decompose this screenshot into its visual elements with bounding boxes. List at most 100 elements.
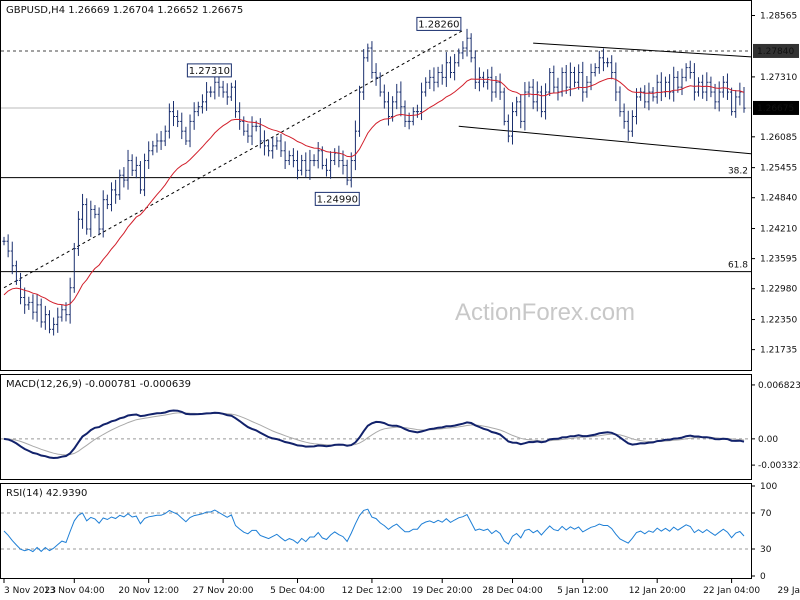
rsi-label: RSI(14) 42.9390 [6,488,87,499]
price-bar-2 [10,241,14,275]
price-bar-44 [184,126,188,145]
price-bar-41 [171,100,176,127]
price-bar-133 [552,65,556,94]
price-bar-69 [287,150,291,166]
price-bar-113 [469,33,473,63]
price-bar-22 [93,205,97,219]
price-bar-74 [308,149,312,180]
macd-tick-label-1: 0.00 [758,435,778,445]
macd-line [3,409,745,460]
price-bar-28 [118,169,122,200]
price-bar-5 [23,287,27,314]
price-bar-126 [523,82,527,131]
price-bar-36 [151,140,155,156]
uptrend-line [3,29,464,289]
price-bar-38 [159,130,163,150]
price-bar-173 [717,81,721,112]
price-bar-39 [163,125,167,147]
price-bar-79 [328,151,333,179]
channel-lower-line [458,125,752,155]
fib-level-label-1: 61.8 [728,261,748,271]
x-tick-label-6: 19 Dec 20:00 [412,586,473,596]
price-bar-3 [14,260,19,285]
price-bar-83 [345,159,349,186]
price-bar-143 [593,63,597,77]
price-bar-137 [568,62,572,97]
price-bar-96 [399,81,403,117]
price-bar-144 [597,50,601,74]
price-bar-91 [378,72,382,97]
price-bar-165 [684,63,688,82]
price-bar-153 [634,88,639,125]
price-bar-105 [436,66,440,88]
price-bar-17 [72,242,76,293]
price-bar-40 [167,103,171,139]
price-bar-43 [180,112,184,140]
price-bar-118 [490,66,494,102]
price-bar-112 [465,28,469,57]
price-bar-57 [238,102,242,130]
price-bar-53 [221,80,225,98]
macd-label: MACD(12,26,9) -0.000781 -0.000639 [6,379,191,390]
rsi-tick-label-3: 0 [760,572,766,582]
price-annotation-1: 1.24990 [314,191,360,206]
price-bar-145 [601,48,606,72]
price-bar-158 [655,74,659,104]
price-bar-8 [35,294,39,322]
price-bar-107 [444,52,448,87]
price-bar-124 [515,96,519,117]
price-bar-132 [548,68,552,97]
annotation-text-1: 1.24990 [317,194,358,205]
rsi-layer [1,508,751,553]
x-tick-label-7: 28 Dec 04:00 [482,586,543,596]
price-bar-54 [225,83,229,105]
macd-tick-label-2: -0.003321 [758,461,800,471]
price-bar-71 [295,150,300,180]
price-panel-frame [0,0,752,371]
price-bar-55 [229,82,233,101]
price-tick-label-9: 1.22980 [760,285,797,295]
price-bar-58 [242,116,246,136]
price-bar-29 [122,167,126,188]
price-bar-174 [721,75,725,98]
price-bar-119 [494,75,498,98]
price-bar-88 [366,43,370,62]
price-bar-6 [27,296,31,310]
annotation-box-2 [416,16,462,31]
price-tick-label-6: 1.24840 [760,194,797,204]
rsi-tick-label-0: 100 [760,482,777,492]
price-bar-78 [324,158,329,177]
price-bar-68 [283,141,287,169]
price-bar-146 [605,57,610,68]
price-bar-35 [147,141,151,169]
price-bar-20 [85,198,89,235]
price-bar-31 [130,154,134,176]
price-bar-24 [101,190,105,238]
price-bar-86 [357,85,362,137]
price-bar-89 [370,41,374,79]
x-tick-label-2: 20 Nov 12:00 [118,586,179,596]
price-bar-33 [138,161,143,194]
x-tick-label-3: 27 Nov 20:00 [193,586,254,596]
price-bar-99 [411,107,415,126]
price-bar-70 [291,148,295,168]
rsi-tick-label-2: 30 [760,545,772,555]
price-bar-63 [262,130,267,156]
rsi-panel-frame [0,483,752,579]
price-bar-101 [419,82,424,121]
price-bar-90 [374,63,378,86]
price-annotation-0: 1.27310 [186,63,232,78]
price-bar-104 [432,67,436,92]
price-bar-11 [47,310,52,334]
price-bar-111 [461,41,465,60]
moving-average-line [3,77,745,307]
price-bar-129 [535,81,539,112]
price-tick-label-10: 1.22350 [760,316,797,326]
price-bar-130 [539,85,544,118]
price-bar-102 [424,77,428,97]
price-bar-100 [415,104,420,118]
price-bar-46 [192,102,196,130]
macd-layer [1,409,751,460]
price-bar-97 [403,100,407,128]
price-layer: 38.2 61.8 1.27310 1.24990 1.28260 [1,16,752,336]
